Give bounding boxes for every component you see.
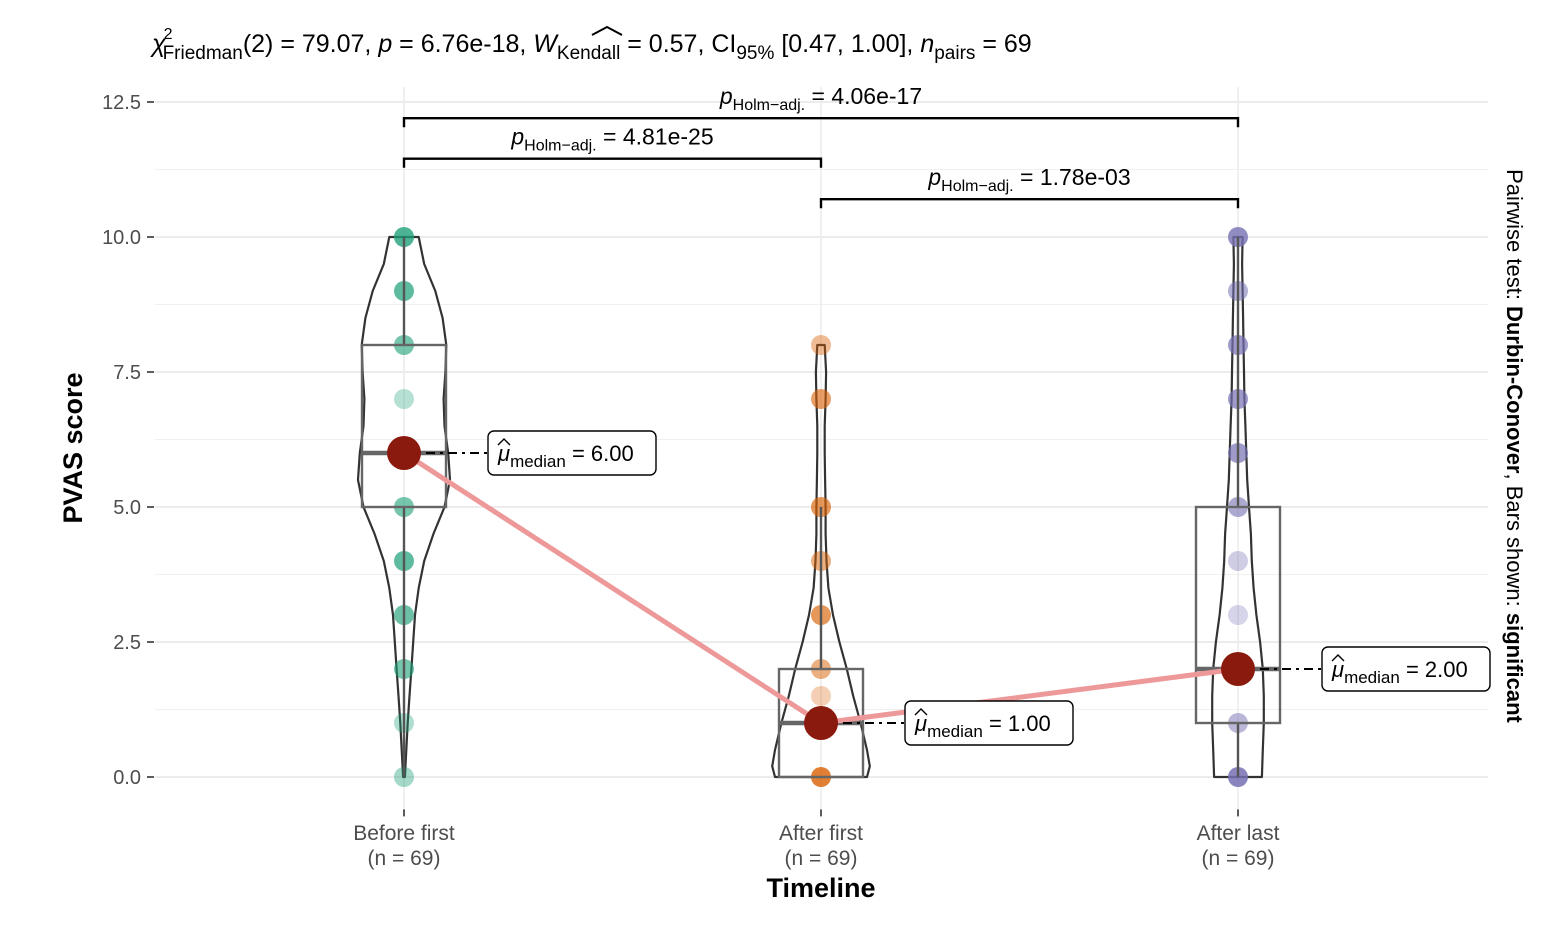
median-label-box xyxy=(904,700,1074,746)
chart-subtitle: χ2 Friedman(2) = 79.07, p = 6.76e-18, WKe… xyxy=(150,26,1032,64)
y-tick-label: 2.5 xyxy=(113,632,141,654)
median-label-box xyxy=(487,430,657,476)
x-tick-n-label: (n = 69) xyxy=(1202,847,1275,870)
comparison-label: pHolm−adj. = 4.06e-17 xyxy=(719,83,922,114)
y-tick-label: 5.0 xyxy=(113,497,141,519)
data-point xyxy=(394,389,414,409)
boxplots xyxy=(360,237,1282,779)
median-label-box xyxy=(1321,646,1491,692)
comparison-label: pHolm−adj. = 1.78e-03 xyxy=(927,164,1130,195)
box-3 xyxy=(1194,505,1282,725)
hat-icon xyxy=(497,438,511,446)
y-tick-label: 0.0 xyxy=(113,767,141,789)
x-axis-title: Timeline xyxy=(766,873,875,903)
data-point xyxy=(811,686,831,706)
x-tick-n-label: (n = 69) xyxy=(368,847,441,870)
w-hat-icon xyxy=(591,25,623,36)
comparison-bracket xyxy=(402,157,823,168)
data-point xyxy=(811,389,831,409)
x-tick-label: After first xyxy=(779,822,863,845)
median-label: μmedian = 1.00 xyxy=(914,711,1051,741)
data-point xyxy=(811,335,831,355)
box-1 xyxy=(360,343,448,509)
x-axis: Before first(n = 69)After first(n = 69)A… xyxy=(353,809,1280,870)
x-tick-n-label: (n = 69) xyxy=(785,847,858,870)
y-tick-label: 7.5 xyxy=(113,362,141,384)
violin-1 xyxy=(356,235,452,779)
comparison-bracket xyxy=(402,117,1240,128)
median-label: μmedian = 6.00 xyxy=(497,441,634,471)
median-markers: μmedian = 6.00 μmedian = 1.00 μmedian = 2.… xyxy=(387,430,1491,746)
y-tick-label: 10.0 xyxy=(102,227,141,249)
y-axis-title: PVAS score xyxy=(58,372,88,523)
hat-icon xyxy=(1331,654,1345,662)
comparison-bracket xyxy=(819,198,1240,209)
y-tick-label: 12.5 xyxy=(102,92,141,114)
hat-icon xyxy=(914,708,928,716)
y-axis: 0.0 2.5 5.0 7.5 10.0 12.5 xyxy=(102,92,154,789)
x-tick-label: Before first xyxy=(353,822,455,845)
x-tick-label: After last xyxy=(1197,822,1280,845)
chart-caption: Pairwise test: Durbin-Conover, Bars show… xyxy=(1502,169,1527,723)
data-point xyxy=(1228,551,1248,571)
comparison-label: pHolm−adj. = 4.81e-25 xyxy=(510,124,713,155)
median-marker xyxy=(804,706,838,740)
median-marker xyxy=(1221,652,1255,686)
data-point xyxy=(1228,605,1248,625)
median-marker xyxy=(387,436,421,470)
median-label: μmedian = 2.00 xyxy=(1331,657,1468,687)
